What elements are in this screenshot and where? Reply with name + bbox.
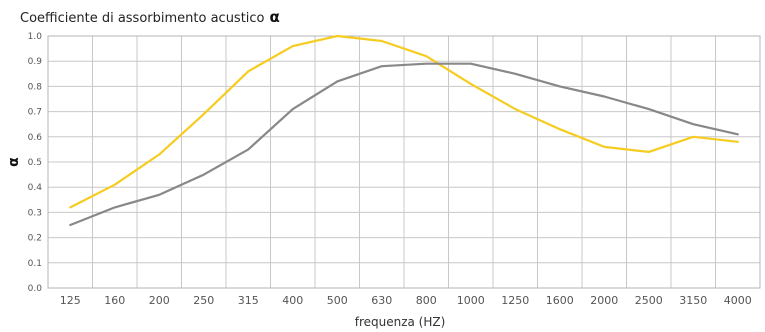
grid bbox=[48, 35, 760, 289]
x-tick-label: 400 bbox=[282, 294, 303, 307]
y-axis-label: α bbox=[6, 157, 22, 167]
x-tick-label: 1250 bbox=[501, 294, 529, 307]
x-tick-label: 250 bbox=[193, 294, 214, 307]
x-tick-label: 160 bbox=[104, 294, 125, 307]
y-tick-label: 0.7 bbox=[28, 108, 42, 118]
x-tick-label: 1000 bbox=[457, 294, 485, 307]
x-tick-label: 500 bbox=[327, 294, 348, 307]
x-tick-label: 800 bbox=[416, 294, 437, 307]
x-tick-label: 2500 bbox=[635, 294, 663, 307]
plot-frame bbox=[47, 35, 761, 289]
x-tick-label: 2000 bbox=[590, 294, 618, 307]
x-tick-label: 1600 bbox=[546, 294, 574, 307]
y-tick-label: 0.3 bbox=[28, 208, 42, 218]
y-tick-label: 0.6 bbox=[28, 133, 43, 143]
x-axis-label: frequenza (HZ) bbox=[355, 315, 446, 329]
chart-title-text: Coefficiente di assorbimento acustico bbox=[20, 11, 265, 26]
series-line-2 bbox=[69, 62, 739, 227]
x-tick-label: 3150 bbox=[679, 294, 707, 307]
y-tick-label: 0.8 bbox=[28, 82, 43, 92]
x-tick-label: 4000 bbox=[724, 294, 752, 307]
x-tick-label: 200 bbox=[149, 294, 170, 307]
x-ticks: 125 160 200 250 315 400 500 630 800 1000 1250 1600 2… bbox=[60, 294, 752, 307]
series-group bbox=[69, 34, 739, 227]
y-tick-label: 0.9 bbox=[28, 57, 43, 67]
chart-title-symbol: α bbox=[270, 8, 280, 26]
y-tick-label: 0.0 bbox=[28, 284, 43, 294]
y-tick-label: 0.5 bbox=[28, 158, 42, 168]
x-tick-label: 630 bbox=[371, 294, 392, 307]
x-tick-label: 315 bbox=[238, 294, 259, 307]
y-ticks: 0.0 0.1 0.2 0.3 0.4 0.5 0.6 0.7 0.8 0.9 1.0 bbox=[28, 32, 43, 294]
y-tick-label: 0.2 bbox=[28, 234, 42, 244]
y-tick-label: 1.0 bbox=[28, 32, 43, 42]
x-tick-label: 125 bbox=[60, 294, 81, 307]
y-tick-label: 0.4 bbox=[28, 183, 43, 193]
y-tick-label: 0.1 bbox=[28, 259, 42, 269]
chart-title: Coefficiente di assorbimento acustico α bbox=[20, 8, 280, 26]
series-line-1 bbox=[69, 34, 739, 209]
